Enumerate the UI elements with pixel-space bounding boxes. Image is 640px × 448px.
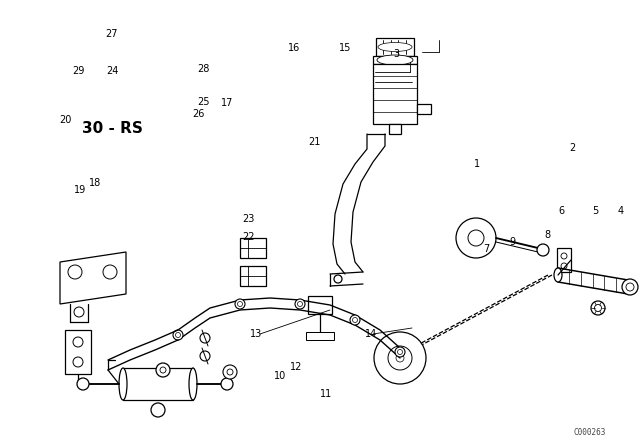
Text: 15: 15 [339,43,352,53]
Text: 13: 13 [250,329,262,339]
Text: 4: 4 [618,206,624,215]
Circle shape [591,301,605,315]
Circle shape [298,302,303,306]
Circle shape [77,378,89,390]
Circle shape [200,351,210,361]
Circle shape [295,299,305,309]
Text: 5: 5 [592,206,598,215]
Bar [308,296,332,314]
Text: 25: 25 [197,97,210,107]
Text: 21: 21 [308,138,321,147]
Circle shape [156,363,170,377]
Text: 23: 23 [242,214,255,224]
Text: 6: 6 [559,206,565,215]
Text: 12: 12 [290,362,303,372]
Circle shape [73,337,83,347]
Text: 17: 17 [221,98,234,108]
Text: 9: 9 [509,237,515,247]
Bar [123,368,193,400]
Circle shape [160,367,166,373]
Circle shape [561,253,567,259]
Circle shape [173,330,183,340]
Text: 10: 10 [274,371,287,381]
Bar [373,56,417,64]
Circle shape [175,332,180,337]
Circle shape [235,299,245,309]
Text: 19: 19 [74,185,86,195]
Circle shape [456,218,496,258]
Circle shape [374,332,426,384]
Ellipse shape [378,43,412,52]
Text: 29: 29 [72,66,84,76]
Circle shape [388,346,412,370]
Text: 8: 8 [544,230,550,240]
Circle shape [73,357,83,367]
Circle shape [334,275,342,283]
Text: 7: 7 [483,244,490,254]
Circle shape [395,347,405,357]
Bar [376,38,414,56]
Circle shape [151,403,165,417]
Text: 14: 14 [365,329,378,339]
Bar [240,266,266,286]
Text: 30 - RS: 30 - RS [81,121,143,135]
Circle shape [237,302,243,306]
Circle shape [353,318,358,323]
Circle shape [74,307,84,317]
Bar [389,124,401,134]
Text: 28: 28 [197,65,210,74]
Circle shape [561,263,567,269]
Text: 27: 27 [106,29,118,39]
Text: C000263: C000263 [574,427,606,436]
Ellipse shape [189,368,197,400]
Ellipse shape [554,268,562,282]
Circle shape [537,244,549,256]
Bar [417,104,431,114]
Circle shape [397,349,403,354]
Circle shape [223,365,237,379]
Text: 18: 18 [88,178,101,188]
Circle shape [622,279,638,295]
Text: 26: 26 [192,109,205,119]
Text: 2: 2 [570,143,576,153]
Text: 3: 3 [394,49,400,59]
Circle shape [103,265,117,279]
Bar [373,64,417,124]
Text: 1: 1 [474,159,480,168]
Circle shape [227,369,233,375]
Bar [557,248,571,272]
Circle shape [221,378,233,390]
Ellipse shape [119,368,127,400]
Circle shape [200,333,210,343]
Polygon shape [60,252,126,304]
Circle shape [595,305,602,311]
Text: 20: 20 [60,115,72,125]
Text: 22: 22 [242,233,255,242]
Text: 24: 24 [106,66,118,76]
Circle shape [468,230,484,246]
Ellipse shape [377,55,413,65]
Bar [306,332,334,340]
Circle shape [626,283,634,291]
Circle shape [396,354,404,362]
Bar [65,330,91,374]
Bar [240,238,266,258]
Text: 11: 11 [320,389,333,399]
Circle shape [350,315,360,325]
Circle shape [68,265,82,279]
Text: 16: 16 [288,43,301,53]
